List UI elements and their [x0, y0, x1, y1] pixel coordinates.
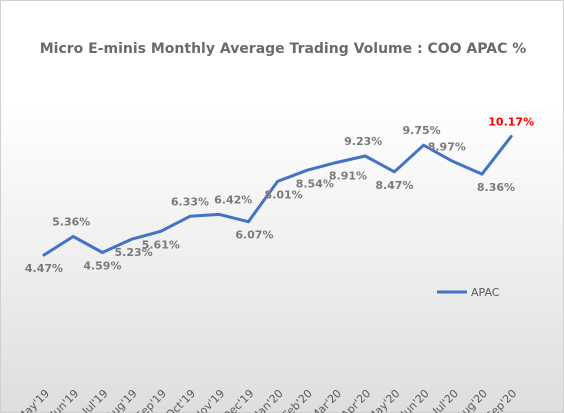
legend-label-apac: APAC — [471, 286, 500, 299]
data-label: 8.36% — [477, 181, 515, 194]
x-tick-label: Nov'19 — [191, 387, 227, 413]
data-label: 8.97% — [428, 140, 466, 153]
x-tick-label: Jun'20 — [398, 387, 432, 413]
data-label: 9.23% — [344, 135, 382, 148]
x-tick-label: May'20 — [365, 387, 402, 413]
data-label: 6.33% — [171, 195, 209, 208]
data-label: 4.59% — [83, 260, 121, 273]
x-tick-label: Apr'20 — [339, 387, 374, 413]
data-label: 5.36% — [52, 215, 90, 228]
x-tick-label: Aug'19 — [103, 387, 139, 413]
x-tick-label: Sep'19 — [133, 387, 169, 413]
x-tick-label: Feb'20 — [280, 387, 315, 413]
data-label: 8.91% — [329, 170, 367, 183]
x-tick-label: Mar'20 — [308, 387, 344, 413]
data-label: 8.54% — [296, 177, 334, 190]
chart-title: Micro E-minis Monthly Average Trading Vo… — [39, 41, 527, 57]
data-label: 4.47% — [25, 262, 63, 275]
data-label: 9.75% — [403, 124, 441, 137]
data-label: 5.23% — [115, 246, 153, 259]
x-tick-label: Oct'19 — [163, 387, 198, 413]
data-label: 8.47% — [375, 179, 413, 192]
x-tick-label: Sep'20 — [483, 387, 519, 413]
data-label: 6.42% — [214, 193, 252, 206]
x-tick-label: Dec'19 — [220, 387, 256, 413]
x-tick-label: Jan'20 — [252, 387, 286, 413]
data-label: 6.07% — [235, 229, 273, 242]
x-tick-label: Jun'19 — [47, 387, 81, 413]
x-tick-label: Jul'19 — [79, 387, 110, 413]
series-line-apac — [42, 134, 513, 257]
x-tick-label: May'19 — [15, 387, 52, 413]
x-tick-label: Aug'20 — [454, 387, 490, 413]
data-label: 10.17% — [488, 115, 534, 128]
x-tick-label: Jul'20 — [430, 387, 461, 413]
data-label: 5.61% — [142, 238, 180, 251]
data-label: 8.01% — [265, 188, 303, 201]
